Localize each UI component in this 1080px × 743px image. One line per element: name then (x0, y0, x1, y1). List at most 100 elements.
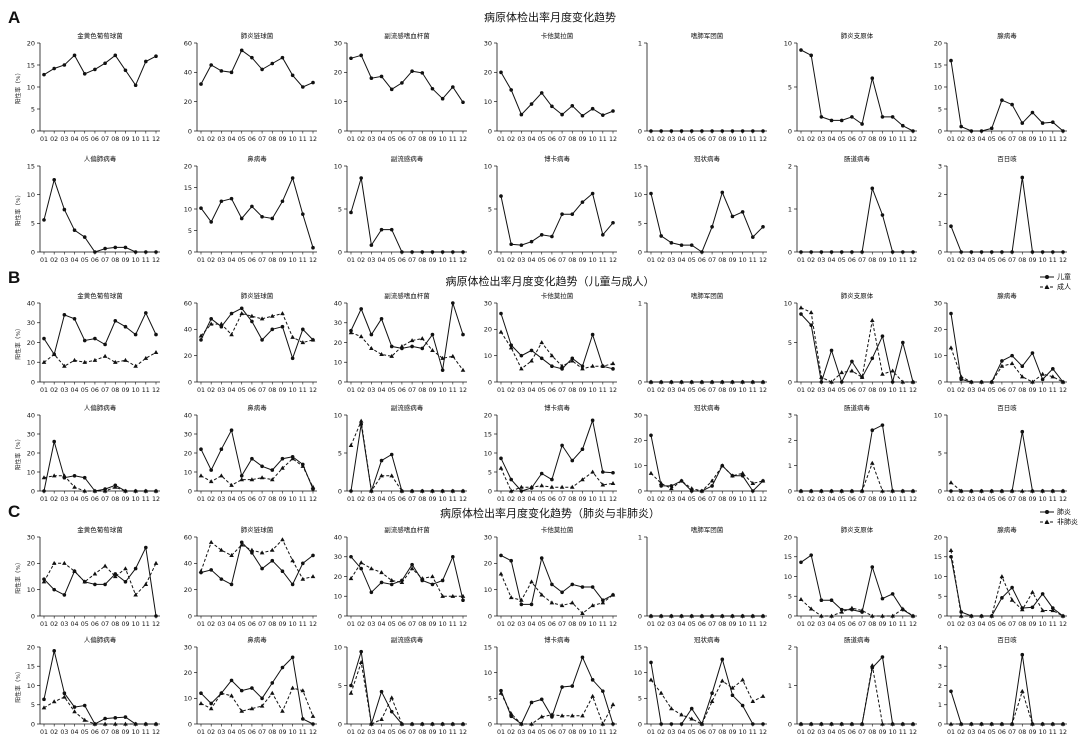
data-point-circle (911, 129, 915, 133)
x-tick-label: 02 (50, 496, 58, 503)
data-point-circle (901, 340, 905, 345)
data-point-triangle (72, 568, 77, 573)
data-point-circle (389, 452, 394, 457)
data-point-circle (529, 700, 534, 705)
y-tick-label: 20 (334, 339, 342, 347)
x-tick-label: 10 (589, 621, 597, 628)
series-line-dashed (500, 467, 614, 492)
data-point-circle (430, 332, 435, 337)
y-tick-label: 20 (784, 533, 792, 541)
data-point-circle (601, 689, 605, 693)
x-tick-label: 09 (878, 136, 886, 143)
data-point-triangle (569, 484, 575, 489)
data-point-circle (270, 61, 275, 66)
data-point-triangle (72, 484, 77, 489)
x-tick-label: 08 (111, 729, 119, 736)
x-tick-label: 07 (408, 257, 416, 264)
x-tick-label: 04 (678, 136, 686, 143)
x-tick-label: 05 (838, 729, 846, 736)
x-tick-label: 03 (667, 387, 675, 394)
x-tick-label: 02 (807, 387, 815, 394)
data-point-circle (669, 129, 674, 133)
x-tick-label: 01 (947, 496, 955, 503)
data-point-triangle (239, 311, 245, 316)
x-tick-label: 01 (797, 729, 805, 736)
x-tick-label: 10 (132, 496, 140, 503)
data-point-triangle (310, 713, 316, 718)
data-point-circle (601, 598, 605, 602)
data-point-triangle (133, 721, 138, 726)
data-point-circle (93, 250, 97, 254)
data-point-triangle (1040, 608, 1045, 613)
x-tick-label: 11 (299, 136, 307, 143)
data-point-triangle (62, 473, 67, 478)
data-point-triangle (269, 313, 275, 318)
x-tick-label: 06 (91, 136, 99, 143)
y-tick-label: 20 (484, 326, 492, 334)
y-tick-label: 10 (634, 191, 642, 199)
data-point-triangle (549, 353, 555, 358)
x-tick-label: 04 (828, 387, 836, 394)
data-point-circle (730, 693, 735, 698)
x-tick-label: 11 (599, 257, 607, 264)
y-tick-label: 30 (27, 533, 35, 541)
x-tick-label: 01 (347, 136, 355, 143)
x-tick-label: 06 (398, 387, 406, 394)
data-point-triangle (358, 660, 364, 664)
x-tick-label: 10 (132, 257, 140, 264)
x-tick-label: 05 (838, 257, 846, 264)
x-tick-label: 07 (708, 621, 716, 628)
x-tick-label: 02 (957, 387, 965, 394)
x-tick-label: 11 (599, 387, 607, 394)
data-point-circle (529, 239, 534, 244)
data-point-circle (710, 484, 714, 488)
legend-b-label-2: 成人 (1057, 283, 1071, 291)
data-point-circle (1020, 121, 1025, 125)
data-point-circle (260, 338, 264, 342)
data-point-triangle (750, 613, 756, 618)
x-tick-label: 02 (507, 496, 515, 503)
series-line-solid (350, 302, 464, 371)
panel-letter-b: B (8, 268, 21, 287)
x-tick-label: 11 (749, 621, 757, 628)
data-point-triangle (440, 721, 445, 726)
x-tick-label: 09 (121, 729, 129, 736)
series-line-solid (350, 555, 464, 601)
y-tick-label: 20 (27, 560, 35, 568)
x-tick-label: 11 (449, 496, 457, 503)
x-tick-label: 07 (1008, 136, 1016, 143)
series-line-solid (200, 541, 314, 586)
x-tick-label: 09 (878, 621, 886, 628)
x-tick-label: 01 (647, 136, 655, 143)
series-line-solid (650, 657, 763, 726)
data-point-triangle (269, 477, 275, 482)
data-point-triangle (112, 484, 118, 489)
x-tick-label: 10 (1039, 496, 1047, 503)
data-point-circle (349, 210, 353, 215)
data-point-triangle (958, 613, 964, 618)
x-tick-label: 07 (408, 136, 416, 143)
x-tick-label: 02 (207, 257, 215, 264)
data-point-circle (154, 54, 158, 58)
data-point-triangle (559, 713, 565, 718)
data-point-triangle (348, 576, 354, 581)
x-tick-label: 05 (388, 729, 396, 736)
data-point-triangle (859, 488, 865, 493)
data-point-triangle (519, 366, 524, 371)
y-tick-label: 2 (788, 162, 792, 170)
y-tick-label: 2 (938, 191, 942, 199)
data-point-triangle (559, 603, 565, 608)
data-point-triangle (869, 317, 875, 322)
x-tick-label: 06 (998, 621, 1006, 628)
x-tick-label: 04 (228, 496, 236, 503)
data-point-triangle (1050, 721, 1056, 726)
y-tick-label: 5 (338, 449, 342, 457)
data-point-triangle (689, 379, 695, 384)
data-point-triangle (229, 482, 234, 487)
data-point-triangle (508, 711, 514, 716)
y-tick-label: 30 (184, 643, 192, 651)
y-tick-label: 10 (334, 162, 342, 170)
